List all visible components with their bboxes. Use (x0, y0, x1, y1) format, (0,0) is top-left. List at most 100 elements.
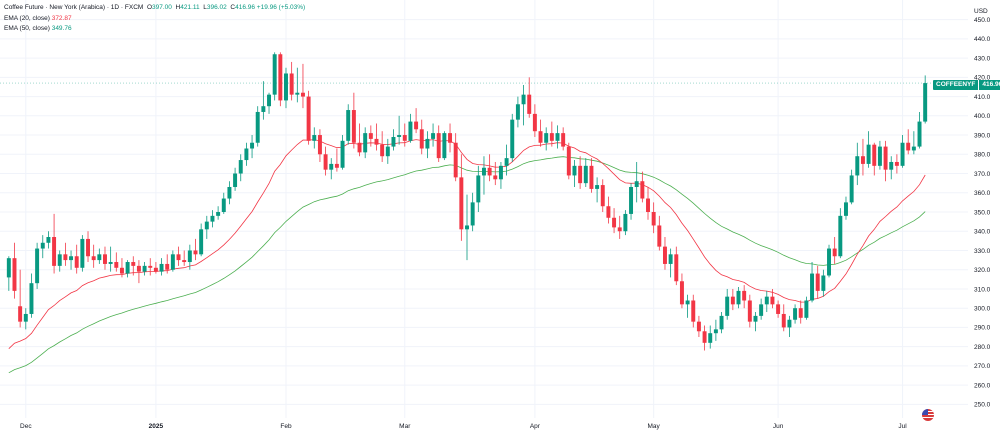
candle-body (170, 254, 175, 270)
ema20-label: EMA (20, close) (4, 14, 50, 22)
y-tick-label: 270.0 (974, 363, 991, 370)
candle (832, 237, 837, 264)
candle-body (312, 135, 317, 141)
candle (182, 250, 187, 266)
candle-body (414, 121, 419, 130)
candle-body (86, 238, 90, 257)
candle-body (561, 133, 566, 147)
ohlc-high: H421.11 (175, 4, 200, 11)
candle (159, 258, 164, 276)
grid-lines (0, 0, 968, 418)
candle-body (12, 258, 17, 291)
candle-body (770, 296, 775, 305)
candle-body (759, 304, 764, 316)
candle (798, 300, 803, 324)
us-flag-icon[interactable] (922, 409, 934, 421)
candle-body (753, 315, 758, 322)
candle (431, 123, 436, 147)
candle (804, 296, 809, 320)
candle-body (476, 175, 481, 203)
candle-body (63, 254, 68, 261)
candle-body (267, 94, 272, 107)
candle-body (719, 315, 724, 330)
candle (408, 113, 413, 143)
candle (883, 140, 888, 182)
candle (453, 133, 458, 182)
candle-body (572, 165, 577, 176)
candle-body (448, 133, 453, 143)
candle (267, 92, 272, 114)
candle (510, 113, 515, 162)
candle (713, 319, 718, 341)
candle (787, 315, 792, 338)
candle (52, 213, 57, 274)
candle (306, 90, 311, 145)
candle-body (510, 119, 515, 159)
candle-body (725, 296, 730, 316)
candle-body (114, 262, 119, 268)
candle-body (368, 133, 373, 139)
candle-body (346, 110, 351, 141)
ema50-legend[interactable]: EMA (50, close) 349.76 (4, 24, 305, 35)
x-tick-label: Apr (530, 423, 541, 430)
candle (498, 161, 503, 189)
candle-body (97, 254, 102, 261)
candle-body (623, 213, 628, 232)
y-tick-label: 290.0 (974, 325, 991, 332)
candle-body (142, 265, 147, 272)
candle-body (40, 242, 45, 249)
candle-body (736, 290, 741, 305)
candle (770, 288, 775, 309)
candle (193, 238, 198, 261)
candle-body (810, 273, 815, 301)
candle (368, 125, 373, 147)
candle (470, 192, 475, 232)
candle-body (425, 138, 430, 149)
candle-body (210, 215, 215, 222)
candle (108, 246, 113, 272)
time-axis[interactable]: Dec2025FebMarAprMayJunJulAugSep (20, 423, 1000, 430)
candle-body (244, 148, 249, 161)
candle (391, 129, 396, 151)
candle (538, 119, 543, 147)
candle-body (187, 250, 192, 263)
y-tick-label: 450.0 (974, 17, 991, 24)
candle-body (397, 135, 402, 137)
candle (476, 165, 481, 212)
candle-body (578, 165, 583, 184)
candle-body (402, 135, 407, 141)
candle-body (640, 181, 645, 199)
candle-body (470, 202, 475, 226)
candle-body (696, 321, 701, 332)
candle (629, 183, 634, 220)
candle-body (250, 142, 255, 149)
candle (532, 104, 537, 137)
candle-body (844, 202, 848, 216)
candle-body (255, 111, 260, 143)
candle-body (544, 133, 549, 143)
candle (651, 202, 656, 234)
candle-body (657, 225, 662, 247)
candle-body (391, 136, 396, 147)
ema20-legend[interactable]: EMA (20, close) 372.87 (4, 14, 305, 25)
candle-body (272, 54, 277, 95)
candle (612, 208, 617, 234)
candle-body (860, 156, 865, 164)
price-axis[interactable]: 250.0 260.0 270.0 280.0 290.0 300.0 310.0 320.0… (974, 8, 991, 409)
candle (578, 156, 583, 189)
candle-body (18, 306, 23, 322)
candle (487, 154, 492, 182)
candle (6, 256, 11, 291)
candle (165, 254, 170, 274)
candle-body (29, 283, 34, 314)
candle-body (323, 154, 328, 170)
candle (759, 298, 764, 320)
candle (91, 244, 96, 268)
candle (810, 262, 815, 303)
symbol-title[interactable]: Coffee Future · New York (Arabica) · 1D … (4, 4, 144, 11)
candle-body (148, 265, 153, 268)
candle (284, 67, 288, 109)
y-tick-label: 380.0 (974, 152, 991, 159)
candle (459, 154, 464, 241)
